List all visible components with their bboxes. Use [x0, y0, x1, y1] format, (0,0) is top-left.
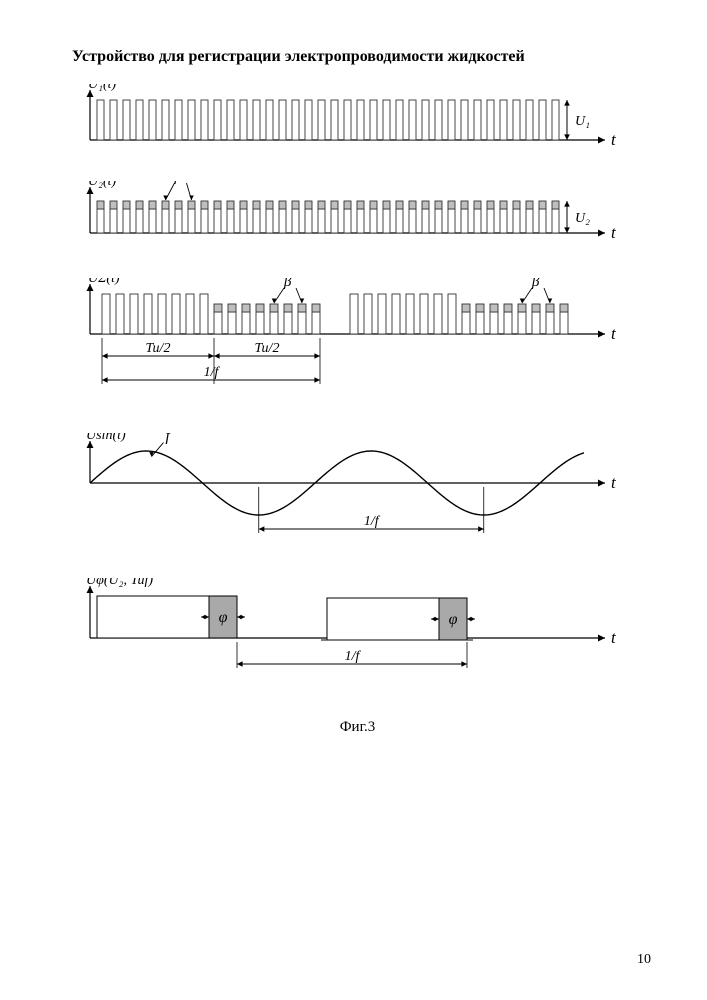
- svg-text:1/f: 1/f: [204, 365, 221, 380]
- svg-text:f: f: [166, 433, 173, 445]
- svg-text:Tu/2: Tu/2: [255, 341, 280, 356]
- svg-text:U₂: U₂: [575, 211, 590, 226]
- svg-text:Tu/2: Tu/2: [146, 341, 171, 356]
- svg-text:U₁(t): U₁(t): [88, 84, 117, 92]
- chart-uphi: Uφ(U₂, Tuf) t φ φ 1/f: [72, 578, 642, 708]
- panel-usin: Usin(t) t f 1/f: [72, 433, 643, 578]
- panels: U₁(t) t U₁ U₂(t) t β U₂ UΣ(t) t β β Tu/2 Tu/2 1/f U…: [72, 84, 643, 736]
- svg-text:Uφ(U₂, Tuf): Uφ(U₂, Tuf): [86, 578, 153, 588]
- page-number: 10: [637, 952, 651, 968]
- figure-caption: Фиг.3: [72, 719, 643, 736]
- chart-u2: U₂(t) t β U₂: [72, 181, 642, 273]
- svg-text:t: t: [611, 130, 617, 149]
- svg-text:t: t: [611, 473, 617, 492]
- svg-text:φ: φ: [449, 611, 458, 628]
- svg-text:t: t: [611, 223, 617, 242]
- svg-text:1/f: 1/f: [345, 649, 362, 664]
- svg-text:β: β: [283, 278, 292, 290]
- svg-text:t: t: [611, 324, 617, 343]
- svg-text:φ: φ: [219, 609, 228, 626]
- chart-usin: Usin(t) t f 1/f: [72, 433, 642, 573]
- svg-text:Usin(t): Usin(t): [86, 433, 126, 443]
- svg-text:U₂(t): U₂(t): [88, 181, 117, 189]
- panel-u1: U₁(t) t U₁: [72, 84, 643, 181]
- chart-u1: U₁(t) t U₁: [72, 84, 642, 176]
- svg-text:UΣ(t): UΣ(t): [88, 278, 120, 286]
- panel-usigma: UΣ(t) t β β Tu/2 Tu/2 1/f: [72, 278, 643, 433]
- svg-text:1/f: 1/f: [364, 514, 381, 529]
- page: Устройство для регистрации электропровод…: [0, 0, 707, 1000]
- page-title: Устройство для регистрации электропровод…: [72, 48, 643, 66]
- svg-text:β: β: [531, 278, 540, 290]
- svg-text:β: β: [174, 181, 183, 185]
- panel-uphi: Uφ(U₂, Tuf) t φ φ 1/f: [72, 578, 643, 713]
- svg-text:t: t: [611, 628, 617, 647]
- svg-text:U₁: U₁: [575, 114, 590, 129]
- chart-usigma: UΣ(t) t β β Tu/2 Tu/2 1/f: [72, 278, 642, 428]
- panel-u2: U₂(t) t β U₂: [72, 181, 643, 278]
